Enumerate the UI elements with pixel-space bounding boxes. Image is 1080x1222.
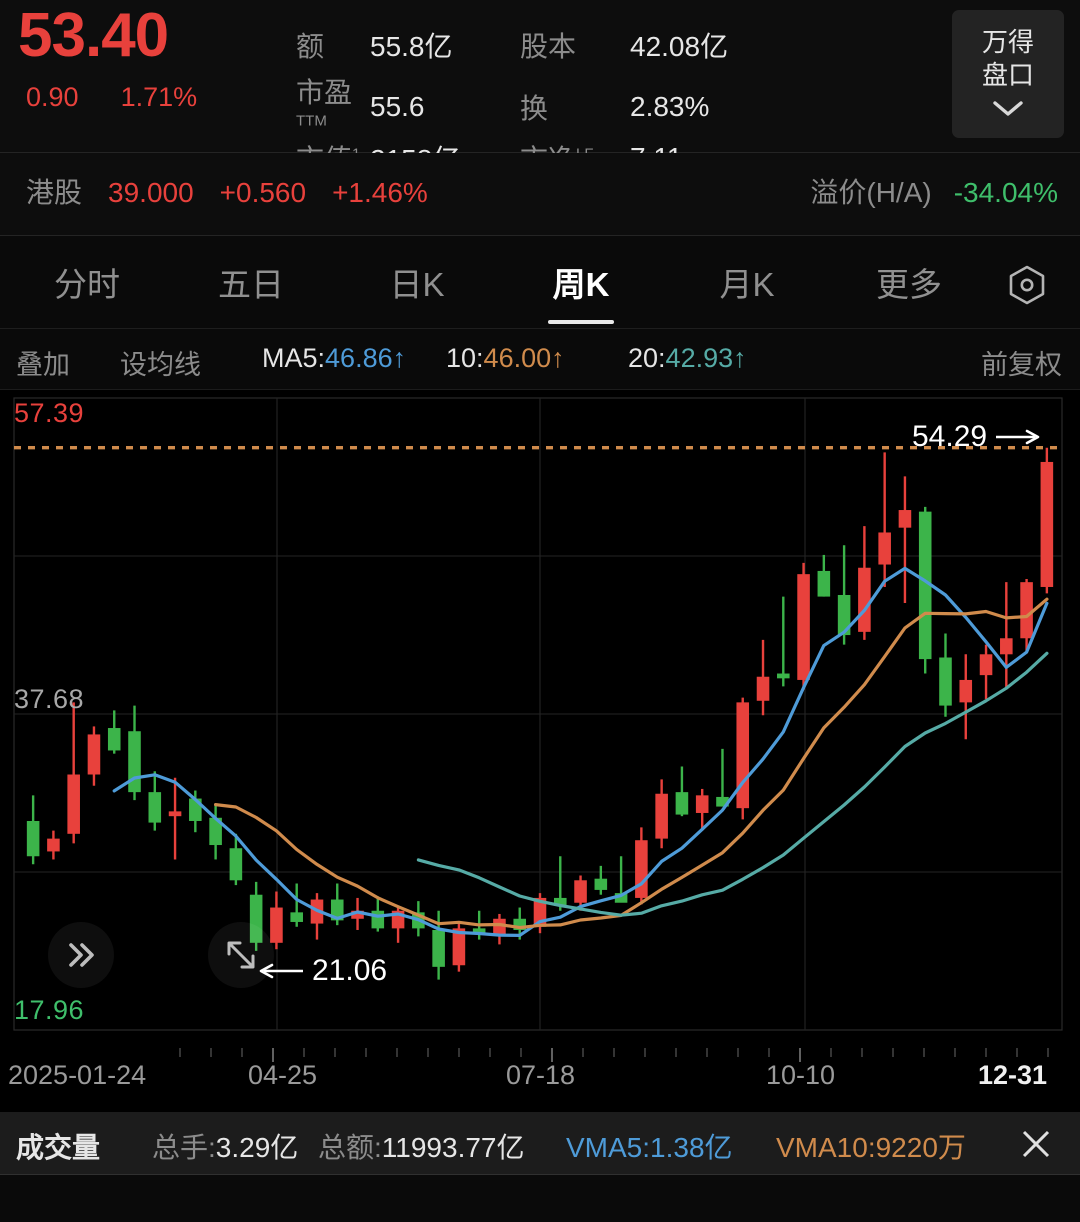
hk-right-group: 溢价(H/A) -34.04%	[810, 171, 1058, 211]
stat-label-pe: 市盈TTM	[296, 77, 353, 130]
volume-pane	[0, 1174, 1080, 1221]
ma-indicator-bar: 叠加 设均线 MA5:46.86↑ 10:46.00↑ 20:42.93↑ 前复…	[0, 329, 1080, 390]
date-label-0: 2025-01-24	[8, 1060, 147, 1090]
date-label-3: 10-10	[766, 1060, 836, 1090]
stat-value-pe: 55.6	[370, 91, 425, 122]
price-change-percent: 1.71%	[120, 82, 198, 112]
stat-label-turnover: 换	[520, 93, 549, 124]
ma5-key: MA5:	[262, 343, 326, 373]
price-change: 0.90	[26, 82, 79, 112]
tab-intraday[interactable]: 分时	[54, 266, 120, 303]
arrow-right-icon	[996, 429, 1040, 445]
ma5-arrow-icon: ↑	[392, 343, 407, 373]
stat-label-amount: 额	[296, 31, 325, 62]
total-amount-readout: 总额:11993.77亿	[318, 1126, 525, 1166]
ma5-readout: MA5:46.86↑	[262, 343, 406, 374]
next-page-button[interactable]	[48, 922, 114, 988]
tab-five-day[interactable]: 五日	[218, 266, 284, 303]
volume-title: 成交量	[16, 1132, 101, 1163]
hk-left-group: 港股 39.000 +0.560 +1.46%	[26, 171, 428, 211]
total-hands-readout: 总手:3.29亿	[152, 1126, 298, 1166]
wind-orderbook-button[interactable]: 万得 盘口	[952, 10, 1064, 138]
y-axis-min-label: 17.96	[14, 995, 85, 1025]
axis-ticks	[179, 1048, 1049, 1062]
vma5-readout: VMA5:1.38亿	[566, 1132, 733, 1163]
total-amount-value: 11993.77亿	[381, 1132, 525, 1163]
close-icon[interactable]	[1016, 1124, 1056, 1169]
period-high-value: 54.29	[912, 420, 988, 453]
pe-sup: TTM	[296, 112, 327, 130]
total-hands-value: 3.29亿	[215, 1132, 299, 1163]
tab-daily-k[interactable]: 日K	[389, 266, 445, 303]
change-row: 0.90 1.71%	[18, 82, 288, 113]
ma20-arrow-icon: ↑	[733, 343, 747, 373]
total-amount-label: 总额:	[318, 1132, 382, 1163]
chart-period-tabs: 分时 五日 日K 周K 月K 更多	[0, 236, 1080, 329]
total-hands-label: 总手:	[152, 1132, 216, 1163]
premium-value: -34.04%	[953, 177, 1058, 208]
set-ma-button[interactable]: 设均线	[120, 350, 201, 380]
y-axis-max-label: 57.39	[14, 398, 85, 428]
tab-more[interactable]: 更多	[876, 266, 942, 303]
tab-monthly-k[interactable]: 月K	[719, 266, 775, 303]
date-label-4: 12-31	[978, 1060, 1048, 1090]
date-label-1: 04-25	[248, 1060, 318, 1090]
y-axis-mid-label: 37.68	[14, 684, 85, 714]
stat-value-amount: 55.8亿	[370, 31, 453, 62]
ma10-key: 10:	[446, 343, 484, 373]
chevron-down-icon	[990, 98, 1026, 123]
active-tab-underline	[548, 320, 614, 324]
period-low-annotation: 21.06	[258, 954, 387, 988]
premium-label: 溢价(H/A)	[810, 177, 932, 208]
wind-button-line1: 万得	[981, 27, 1034, 57]
volume-indicator-bar: 成交量 总手:3.29亿 总额:11993.77亿 VMA5:1.38亿 VMA…	[0, 1112, 1080, 1174]
quote-header: 53.40 0.90 1.71% 额 55.8亿 股本 42.08亿 市盈TTM…	[0, 0, 1080, 175]
x-axis-date-labels: 2025-01-24 04-25 07-18 10-10 12-31	[0, 1048, 1080, 1112]
hk-change-percent: +1.46%	[332, 177, 428, 208]
period-high-annotation: 54.29	[912, 420, 1041, 454]
chart-canvas[interactable]	[0, 390, 1080, 1050]
chevrons-right-icon	[69, 943, 94, 967]
tab-weekly-k[interactable]: 周K	[552, 266, 610, 303]
ma10-readout: 10:46.00↑	[446, 343, 565, 374]
arrow-left-icon	[259, 963, 303, 979]
hk-change: +0.560	[219, 177, 307, 208]
expand-diagonal-icon	[227, 941, 255, 969]
ma20-value: 42.93	[665, 343, 734, 373]
wind-button-line2: 盘口	[981, 60, 1034, 90]
ma5-value: 46.86	[325, 343, 393, 373]
ma20-key: 20:	[628, 343, 666, 373]
last-price: 53.40	[18, 1, 169, 70]
period-low-value: 21.06	[312, 954, 388, 987]
date-label-2: 07-18	[506, 1060, 576, 1090]
hk-label: 港股	[26, 177, 83, 208]
ma20-readout: 20:42.93↑	[628, 343, 747, 374]
hk-share-row[interactable]: 港股 39.000 +0.560 +1.46% 溢价(H/A) -34.04%	[0, 153, 1080, 236]
hk-price: 39.000	[108, 177, 194, 208]
price-block: 53.40 0.90 1.71%	[18, 4, 288, 113]
ma10-arrow-icon: ↑	[551, 343, 565, 373]
stat-value-shares: 42.08亿	[630, 31, 729, 62]
candlestick-chart[interactable]: 57.39 37.68 17.96 54.29 21.06	[0, 390, 1080, 1050]
adjust-mode-button[interactable]: 前复权	[981, 350, 1062, 380]
expand-chart-button[interactable]	[208, 922, 274, 988]
overlay-button[interactable]: 叠加	[16, 350, 70, 380]
stat-label-shares: 股本	[520, 31, 577, 62]
ma10-value: 46.00	[483, 343, 552, 373]
vma10-readout: VMA10:9220万	[776, 1132, 966, 1163]
hex-settings-icon[interactable]	[1004, 262, 1050, 313]
stat-value-turnover: 2.83%	[630, 91, 710, 122]
